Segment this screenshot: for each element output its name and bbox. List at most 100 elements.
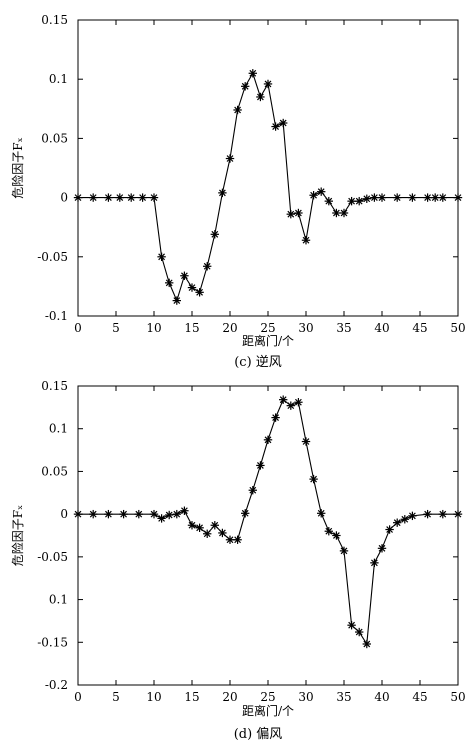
y-tick-label: -0.15 xyxy=(37,635,68,649)
data-point xyxy=(294,398,303,407)
x-tick-label: 45 xyxy=(412,321,427,335)
data-point xyxy=(172,509,182,519)
data-point xyxy=(180,271,189,280)
data-point xyxy=(294,208,303,218)
plot-frame xyxy=(77,19,459,317)
chart-panel-d: 0 5 10 15 20 25 30 35 40 45 50 -0.2 -0.15 0.1 -0.05 0 0.… xyxy=(10,379,466,742)
data-point xyxy=(453,193,463,202)
x-tick-label: 35 xyxy=(336,690,351,704)
x-axis-label: 距离门/个 xyxy=(242,333,294,348)
data-point xyxy=(324,527,333,536)
data-point xyxy=(438,193,447,202)
data-point xyxy=(362,639,371,649)
plot-frame xyxy=(77,385,459,686)
data-point xyxy=(104,509,113,519)
data-point xyxy=(88,193,98,202)
data-point xyxy=(370,193,379,202)
x-tick-label: 25 xyxy=(260,690,275,704)
data-point xyxy=(355,196,364,206)
x-tick-label: 20 xyxy=(222,321,237,335)
data-point xyxy=(286,209,295,219)
data-point xyxy=(172,296,182,305)
data-point xyxy=(377,193,387,202)
y-tick-label: -0.05 xyxy=(37,250,68,264)
data-point xyxy=(271,122,280,131)
data-point xyxy=(370,558,379,568)
data-point xyxy=(324,196,333,206)
data-point xyxy=(225,535,235,544)
x-tick-label: 40 xyxy=(374,321,389,335)
x-tick-label: 25 xyxy=(260,321,275,335)
data-point xyxy=(332,531,341,540)
data-point xyxy=(309,474,318,484)
data-point xyxy=(225,154,235,163)
data-point xyxy=(423,193,432,202)
data-point xyxy=(195,523,204,533)
x-tick-label: 5 xyxy=(112,321,120,335)
y-tick-label: -0.2 xyxy=(45,678,68,692)
data-point xyxy=(393,193,402,202)
x-tick-label: 30 xyxy=(298,321,313,335)
x-tick-label: 40 xyxy=(374,690,389,704)
data-point xyxy=(339,546,349,556)
data-point xyxy=(248,69,258,78)
data-point xyxy=(210,521,220,530)
y-tick-label: 0.05 xyxy=(41,131,68,145)
data-point xyxy=(187,283,197,292)
x-tick-label: 15 xyxy=(184,690,199,704)
data-point xyxy=(240,509,250,518)
data-point xyxy=(393,518,402,527)
data-point xyxy=(138,193,147,202)
data-point xyxy=(180,506,189,515)
x-tick-label: 45 xyxy=(412,690,427,704)
data-point xyxy=(279,118,288,128)
chart-panel-c: 0 5 10 15 20 25 30 35 40 45 50 -0.1 -0.05 0 0.05 0.1 0.1… xyxy=(10,13,466,370)
x-tick-label: 5 xyxy=(112,690,120,704)
x-tick-label: 50 xyxy=(450,321,465,335)
data-point xyxy=(157,252,166,261)
data-point xyxy=(279,395,288,404)
x-tick-label: 50 xyxy=(450,690,465,704)
data-point xyxy=(385,525,394,534)
data-point xyxy=(218,188,227,198)
data-point xyxy=(347,621,356,630)
data-point xyxy=(134,509,144,519)
y-tick-label: -0.1 xyxy=(45,309,68,323)
data-point xyxy=(355,627,364,637)
data-point xyxy=(453,509,463,519)
data-point xyxy=(423,509,432,519)
x-tick-label: 0 xyxy=(74,690,82,704)
y-tick-label: 0 xyxy=(60,507,68,521)
data-point xyxy=(301,437,311,446)
data-point xyxy=(408,193,417,202)
y-tick-label: 0.1 xyxy=(49,72,68,86)
data-point xyxy=(408,511,417,521)
data-point xyxy=(301,236,311,245)
data-point xyxy=(256,461,265,470)
x-axis-label: 距离门/个 xyxy=(242,703,294,718)
data-point xyxy=(317,187,326,196)
x-tick-label: 35 xyxy=(336,321,351,335)
data-point xyxy=(187,521,197,530)
data-point xyxy=(240,82,250,91)
data-point xyxy=(317,509,326,518)
y-tick-label: 0.15 xyxy=(41,379,68,393)
x-tick-label: 10 xyxy=(146,690,161,704)
data-point xyxy=(218,528,227,538)
data-point xyxy=(438,509,447,519)
data-point xyxy=(202,529,212,538)
data-point xyxy=(119,509,128,519)
data-point xyxy=(377,544,387,553)
data-point xyxy=(157,514,166,523)
data-point xyxy=(88,509,98,519)
y-axis-label: 危险因子Fₓ xyxy=(10,505,25,566)
data-point xyxy=(164,510,174,520)
data-point xyxy=(431,193,440,202)
data-point xyxy=(332,208,341,218)
data-point xyxy=(104,193,113,202)
data-point xyxy=(126,193,136,202)
data-point xyxy=(149,509,159,519)
y-tick-label: 0.15 xyxy=(41,13,68,27)
series-line xyxy=(78,71,458,303)
